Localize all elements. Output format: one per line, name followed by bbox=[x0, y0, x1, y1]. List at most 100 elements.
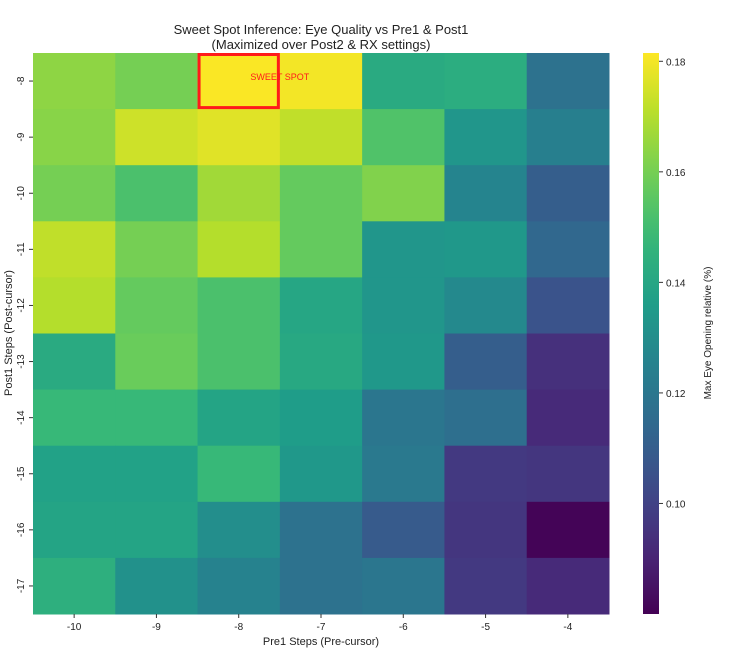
colorbar-ticks: 0.10 0.12 0.14 0.16 0.18 bbox=[659, 57, 686, 510]
heatmap-cell bbox=[362, 445, 445, 503]
heatmap-cell bbox=[33, 389, 116, 447]
x-tick-label: -7 bbox=[317, 622, 326, 633]
x-tick-label: -9 bbox=[152, 622, 161, 633]
heatmap-cell bbox=[362, 501, 445, 559]
heatmap-cell bbox=[197, 501, 281, 559]
x-tick-label: -5 bbox=[481, 622, 490, 633]
heatmap-cell bbox=[362, 333, 445, 391]
heatmap-cells bbox=[33, 53, 610, 615]
heatmap-cell bbox=[115, 389, 199, 447]
sweet-spot-box bbox=[197, 53, 280, 110]
heatmap-cell bbox=[526, 557, 610, 615]
heatmap-cell bbox=[362, 389, 445, 447]
colorbar bbox=[643, 53, 659, 614]
y-axis-ticks: -8 -9 -10 -11 -12 -13 -14 -15 -16 -17 bbox=[16, 76, 33, 593]
y-tick-label: -15 bbox=[16, 466, 27, 481]
sweet-spot-label: SWEET SPOT bbox=[250, 72, 309, 82]
heatmap-cell bbox=[526, 277, 610, 334]
heatmap-cell bbox=[526, 165, 610, 222]
heatmap-cell bbox=[279, 109, 363, 166]
heatmap-cell bbox=[115, 165, 199, 222]
heatmap-cell bbox=[279, 445, 363, 503]
heatmap-cell bbox=[279, 557, 363, 615]
x-tick-label: -10 bbox=[67, 622, 82, 633]
heatmap-cell bbox=[526, 333, 610, 391]
heatmap-cell bbox=[33, 221, 116, 278]
y-tick-label: -8 bbox=[16, 76, 27, 85]
heatmap-cell bbox=[115, 333, 199, 391]
y-tick-label: -12 bbox=[16, 298, 27, 313]
heatmap-cell bbox=[526, 53, 610, 110]
heatmap-cell bbox=[444, 53, 528, 110]
heatmap-cell bbox=[197, 277, 281, 334]
heatmap-cell bbox=[197, 333, 281, 391]
heatmap-cell bbox=[444, 445, 528, 503]
heatmap-cell bbox=[33, 333, 116, 391]
chart-title-line2: (Maximized over Post2 & RX settings) bbox=[212, 37, 431, 52]
heatmap-cell bbox=[362, 277, 445, 334]
heatmap-cell bbox=[526, 501, 610, 559]
heatmap-cell bbox=[279, 277, 363, 334]
y-tick-label: -9 bbox=[16, 132, 27, 141]
heatmap-cell bbox=[33, 109, 116, 166]
heatmap-cell bbox=[115, 109, 199, 166]
heatmap-cell bbox=[33, 501, 116, 559]
colorbar-label: Max Eye Opening relative (%) bbox=[703, 267, 714, 400]
heatmap-cell bbox=[444, 165, 528, 222]
colorbar-tick-label: 0.14 bbox=[666, 278, 686, 289]
heatmap-cell bbox=[444, 333, 528, 391]
y-tick-label: -17 bbox=[16, 578, 27, 593]
heatmap-cell bbox=[444, 221, 528, 278]
heatmap-cell bbox=[279, 165, 363, 222]
chart-title-line1: Sweet Spot Inference: Eye Quality vs Pre… bbox=[174, 22, 469, 37]
y-tick-label: -14 bbox=[16, 410, 27, 425]
y-tick-label: -13 bbox=[16, 354, 27, 369]
heatmap-cell bbox=[197, 165, 281, 222]
heatmap-cell bbox=[279, 501, 363, 559]
colorbar-tick-label: 0.18 bbox=[666, 57, 686, 68]
x-axis-ticks: -10 -9 -8 -7 -6 -5 -4 bbox=[67, 614, 573, 633]
heatmap-cell bbox=[197, 557, 281, 615]
heatmap-cell bbox=[33, 557, 116, 615]
heatmap-cell bbox=[115, 445, 199, 503]
heatmap-cell bbox=[197, 221, 281, 278]
heatmap-cell bbox=[444, 277, 528, 334]
heatmap-cell bbox=[444, 501, 528, 559]
heatmap-cell bbox=[444, 109, 528, 166]
heatmap-cell bbox=[33, 165, 116, 222]
heatmap-cell bbox=[115, 277, 199, 334]
heatmap-cell bbox=[279, 221, 363, 278]
heatmap-cell bbox=[115, 557, 199, 615]
heatmap-cell bbox=[115, 221, 199, 278]
x-tick-label: -8 bbox=[234, 622, 243, 633]
colorbar-tick-label: 0.10 bbox=[666, 499, 686, 510]
heatmap-cell bbox=[362, 165, 445, 222]
heatmap-cell bbox=[526, 221, 610, 278]
heatmap-cell bbox=[362, 557, 445, 615]
heatmap-cell bbox=[526, 109, 610, 166]
y-tick-label: -10 bbox=[16, 186, 27, 201]
heatmap-cell bbox=[33, 53, 116, 110]
heatmap-cell bbox=[362, 53, 445, 110]
heatmap-cell bbox=[279, 333, 363, 391]
colorbar-tick-label: 0.16 bbox=[666, 168, 686, 179]
heatmap-cell bbox=[197, 389, 281, 447]
heatmap-cell bbox=[362, 109, 445, 166]
heatmap-cell bbox=[33, 277, 116, 334]
colorbar-tick-label: 0.12 bbox=[666, 389, 686, 400]
heatmap-cell bbox=[362, 221, 445, 278]
heatmap-cell bbox=[115, 501, 199, 559]
sweet-spot-annotation: SWEET SPOT bbox=[197, 53, 310, 110]
heatmap-cell bbox=[444, 389, 528, 447]
heatmap-cell bbox=[526, 389, 610, 447]
x-tick-label: -4 bbox=[563, 622, 572, 633]
heatmap-cell bbox=[444, 557, 528, 615]
heatmap-cell bbox=[197, 109, 281, 166]
y-axis-label: Post1 Steps (Post-cursor) bbox=[3, 270, 15, 396]
x-tick-label: -6 bbox=[399, 622, 408, 633]
heatmap-cell bbox=[33, 445, 116, 503]
heatmap-cell bbox=[197, 445, 281, 503]
x-axis-label: Pre1 Steps (Pre-cursor) bbox=[263, 636, 379, 648]
heatmap-cell bbox=[526, 445, 610, 503]
